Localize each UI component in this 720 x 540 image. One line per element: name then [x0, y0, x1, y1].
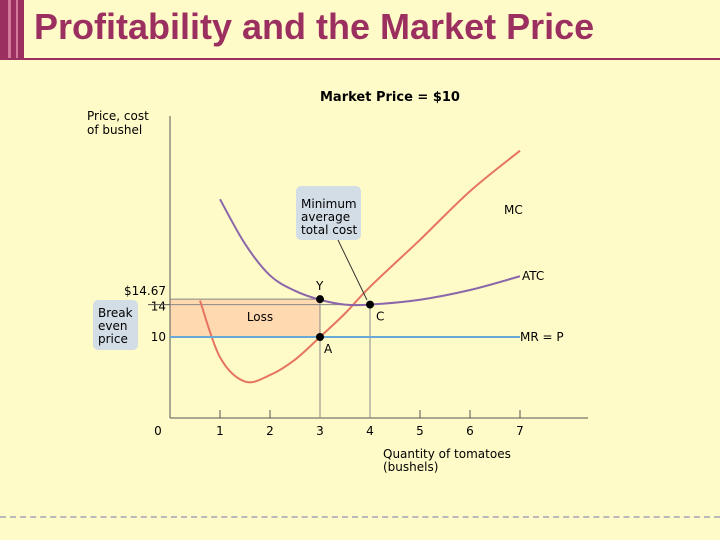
break-even-callout-line-2: even [98, 319, 127, 333]
title-accent-stripe [8, 0, 11, 58]
break-even-callout-line-3: price [98, 332, 128, 346]
min-atc-callout-line-2: average [301, 210, 350, 224]
title-underline [0, 58, 720, 60]
y-tick-label-0: $14.67 [124, 284, 166, 298]
x-tick-label-4: 4 [366, 424, 374, 438]
point-label-c: C [376, 310, 384, 324]
point-a [316, 333, 324, 341]
point-label-a: A [324, 342, 333, 356]
min-atc-pointer [337, 239, 368, 301]
x-ticks: 0 1 2 3 4 5 6 7 [154, 410, 524, 438]
y-ticks: $14.67 14 10 [124, 284, 170, 344]
curve-mc [199, 149, 521, 384]
y-tick-label-2: 10 [151, 330, 166, 344]
x-tick-label-7: 7 [516, 424, 524, 438]
points: Y A C [315, 279, 384, 356]
title-accent-stripe-2 [16, 0, 18, 58]
point-label-y: Y [315, 279, 324, 293]
curve-atc [219, 198, 521, 307]
break-even-callout-line-1: Break [98, 306, 133, 320]
min-atc-callout-line-1: Minimum [301, 197, 357, 211]
y-axis-label-line-2: of bushel [87, 123, 142, 137]
loss-region [170, 299, 320, 337]
break-even-callout-box [93, 300, 138, 350]
curves: MC ATC MR = P [170, 149, 564, 384]
chart-title: Market Price = $10 [320, 90, 460, 105]
y-tick-label-1: 14 [151, 300, 166, 314]
x-axis-label-line-2: (bushels) [383, 460, 438, 474]
min-atc-callout-line-3: total cost [301, 223, 357, 237]
loss-label: Loss [247, 310, 273, 324]
x-tick-label-3: 3 [316, 424, 324, 438]
curve-label-atc: ATC [522, 269, 544, 283]
x-tick-label-5: 5 [416, 424, 424, 438]
curve-label-mr-p: MR = P [520, 330, 564, 344]
x-tick-label-6: 6 [466, 424, 474, 438]
min-atc-callout-box [296, 186, 361, 240]
point-y [316, 295, 324, 304]
x-tick-label-2: 2 [266, 424, 274, 438]
slide-title: Profitability and the Market Price [34, 6, 595, 47]
x-axis-label-line-1: Quantity of tomatoes [383, 447, 511, 461]
x-tick-label-1: 1 [216, 424, 224, 438]
curve-label-mc: MC [504, 203, 523, 217]
point-c [366, 300, 374, 309]
y-axis-label-line-1: Price, cost [87, 109, 149, 123]
x-tick-label-0: 0 [154, 424, 162, 438]
title-accent-bar [0, 0, 24, 58]
footer-dashed-rule [0, 516, 720, 518]
